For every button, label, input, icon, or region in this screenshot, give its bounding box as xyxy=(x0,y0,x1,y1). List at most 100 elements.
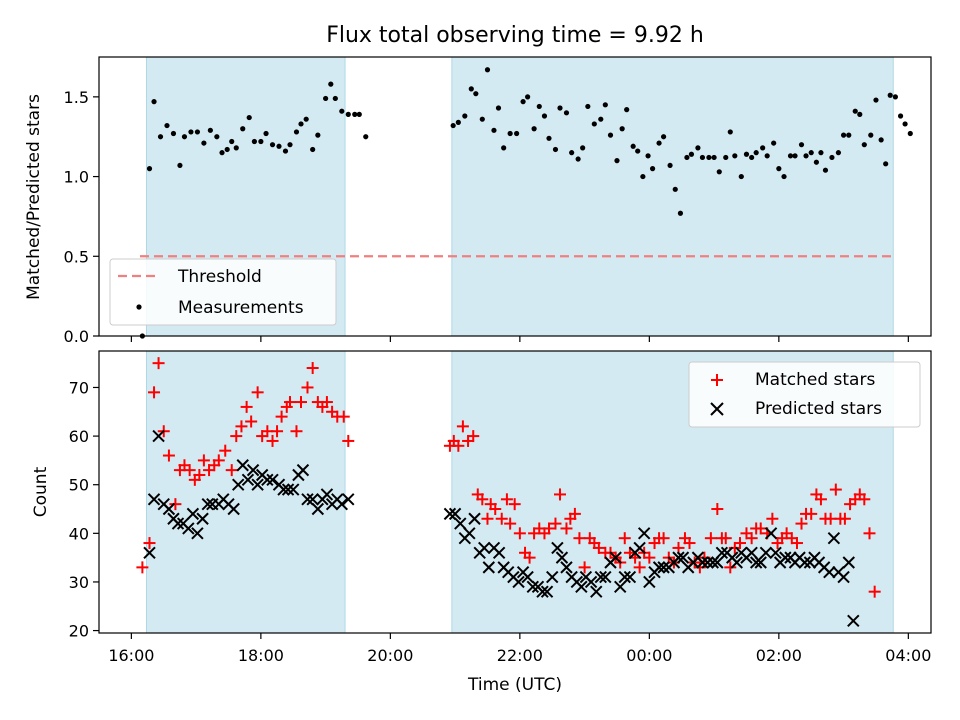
measurement-point xyxy=(332,95,338,102)
measurement-point xyxy=(798,142,805,148)
measurement-point xyxy=(240,126,246,132)
matched-star-point xyxy=(549,517,562,530)
matched-star-point xyxy=(143,537,156,550)
measurement-point xyxy=(840,132,847,138)
measurement-point xyxy=(624,107,630,113)
measurement-point xyxy=(803,153,809,159)
matched-star-point xyxy=(337,410,350,423)
legend-measurements-label: Measurements xyxy=(178,298,304,318)
measurement-point xyxy=(563,110,570,116)
matched-star-point xyxy=(508,498,521,511)
measurement-point xyxy=(857,111,863,117)
measurement-point xyxy=(723,154,729,161)
shaded-interval-1 xyxy=(145,350,346,634)
matched-star-point xyxy=(251,386,264,399)
matched-star-point xyxy=(766,512,779,525)
x-tick-label: 16:00 xyxy=(108,646,154,665)
matched-star-point xyxy=(500,493,513,506)
bottom-legend-box xyxy=(688,361,921,428)
measurement-point xyxy=(328,81,334,87)
measurement-point xyxy=(194,129,201,135)
measurement-point xyxy=(541,113,548,119)
predicted-star-point xyxy=(657,561,670,574)
matched-star-point xyxy=(513,527,526,540)
predicted-star-point xyxy=(754,556,767,569)
measurement-point xyxy=(224,146,230,153)
matched-star-point xyxy=(568,507,581,520)
top-y-ticks: 0.0 0.5 1.0 1.5 xyxy=(64,88,99,346)
measurement-point xyxy=(873,97,879,103)
bottom-count-points xyxy=(136,357,881,628)
matched-star-point xyxy=(235,420,248,433)
predicted-star-point xyxy=(764,527,778,540)
matched-star-point xyxy=(295,396,308,409)
measurement-point xyxy=(883,161,889,167)
measurement-point xyxy=(514,130,520,137)
top-legend: Threshold Measurements xyxy=(109,258,337,326)
measurement-point xyxy=(684,154,690,161)
top-legend-box xyxy=(109,258,337,326)
matched-star-point xyxy=(745,532,758,545)
predicted-star-point xyxy=(672,551,685,564)
legend-matched-label: Matched stars xyxy=(755,370,875,390)
bottom-y-ticks: 20 30 40 50 60 70 xyxy=(69,378,99,641)
matched-star-point xyxy=(456,420,469,433)
predicted-star-point xyxy=(759,546,773,559)
bottom-y-tick-label: 20 xyxy=(69,622,89,641)
predicted-star-point xyxy=(652,561,666,574)
matched-star-point xyxy=(704,532,717,545)
matched-star-point xyxy=(284,396,297,409)
top-y-tick-label: 0.0 xyxy=(64,327,89,346)
predicted-star-point xyxy=(623,570,637,584)
legend-threshold-label: Threshold xyxy=(177,267,262,287)
legend-predicted-swatch xyxy=(710,402,724,416)
measurement-point xyxy=(829,154,835,161)
matched-star-point xyxy=(245,415,258,428)
matched-star-point xyxy=(578,561,591,574)
measurement-point xyxy=(630,143,636,149)
measurement-point xyxy=(760,145,766,151)
measurement-point xyxy=(591,121,597,127)
predicted-star-point xyxy=(590,585,603,598)
predicted-star-point xyxy=(448,507,462,521)
bottom-legend: Matched stars Predicted stars xyxy=(688,361,921,428)
matched-star-point xyxy=(266,434,279,447)
measurement-point xyxy=(219,150,225,156)
measurement-point xyxy=(667,162,673,169)
matched-star-point xyxy=(197,454,210,467)
predicted-star-point xyxy=(463,527,476,540)
measurement-point xyxy=(207,127,213,133)
predicted-star-point xyxy=(492,546,506,559)
matched-star-point xyxy=(136,561,149,574)
top-x-ticks xyxy=(130,336,909,342)
measurement-point xyxy=(339,108,345,114)
measurement-point xyxy=(531,126,537,132)
predicted-star-point xyxy=(335,497,349,511)
predicted-star-point xyxy=(296,463,310,477)
bottom-y-axis-label: Count xyxy=(31,466,51,517)
measurement-point xyxy=(298,121,304,127)
measurement-point xyxy=(787,153,794,159)
matched-star-point xyxy=(523,551,536,564)
measurement-point xyxy=(282,148,289,154)
measurement-point xyxy=(520,99,526,105)
measurement-point xyxy=(619,126,625,132)
x-tick-label: 02:00 xyxy=(756,646,802,665)
matched-star-point xyxy=(858,493,871,506)
predicted-star-point xyxy=(143,546,156,559)
matched-star-point xyxy=(814,493,827,506)
measurement-point xyxy=(455,119,461,125)
measurement-point xyxy=(649,166,656,172)
predicted-star-point xyxy=(676,551,690,564)
measurement-point xyxy=(808,150,814,156)
bottom-panel: 20 30 40 50 60 70 16:00 18:00 20:00 22:00 00:00 02… xyxy=(31,350,932,695)
measurement-point xyxy=(276,143,282,149)
measurement-point xyxy=(552,146,559,153)
measurement-point xyxy=(887,92,893,98)
matched-star-point xyxy=(643,551,656,564)
bottom-x-ticks: 16:00 18:00 20:00 22:00 00:00 02:00 04:00 xyxy=(108,633,931,665)
top-y-tick-label: 1.0 xyxy=(64,168,89,187)
matched-star-point xyxy=(183,464,196,477)
measurement-point xyxy=(711,154,717,161)
predicted-star-point xyxy=(261,473,274,487)
